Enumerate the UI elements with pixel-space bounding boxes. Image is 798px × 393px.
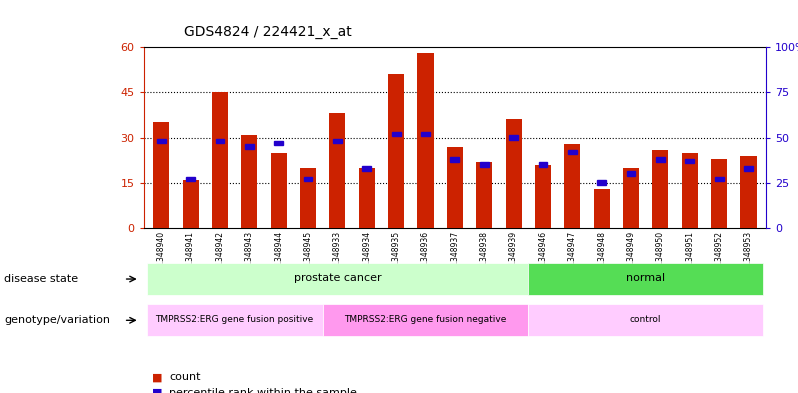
Bar — [480, 162, 488, 167]
Bar — [271, 152, 286, 228]
Bar — [304, 177, 313, 182]
Bar — [330, 114, 346, 228]
Bar — [212, 92, 228, 228]
Bar — [447, 147, 463, 228]
Bar — [421, 132, 430, 136]
Bar — [711, 159, 727, 228]
Bar — [183, 180, 199, 228]
Bar — [245, 144, 254, 149]
Bar — [744, 166, 753, 171]
Text: genotype/variation: genotype/variation — [4, 315, 110, 325]
Bar — [535, 165, 551, 228]
Text: ■: ■ — [152, 372, 162, 382]
Bar — [528, 263, 763, 295]
Bar — [147, 304, 322, 336]
Bar — [147, 263, 528, 295]
Bar — [685, 159, 694, 163]
Bar — [362, 166, 371, 171]
Text: count: count — [169, 372, 200, 382]
Bar — [597, 180, 606, 185]
Bar — [333, 139, 342, 143]
Text: TMPRSS2:ERG gene fusion negative: TMPRSS2:ERG gene fusion negative — [344, 315, 507, 324]
Bar — [528, 304, 763, 336]
Bar — [623, 168, 639, 228]
Text: control: control — [630, 315, 662, 324]
Bar — [157, 139, 166, 143]
Text: disease state: disease state — [4, 274, 78, 284]
Bar — [626, 171, 635, 176]
Text: GDS4824 / 224421_x_at: GDS4824 / 224421_x_at — [184, 25, 351, 39]
Bar — [186, 177, 195, 182]
Text: ■: ■ — [152, 388, 162, 393]
Bar — [300, 168, 316, 228]
Bar — [594, 189, 610, 228]
Bar — [741, 156, 757, 228]
Bar — [509, 135, 518, 140]
Text: percentile rank within the sample: percentile rank within the sample — [169, 388, 357, 393]
Bar — [215, 139, 224, 143]
Bar — [450, 157, 460, 162]
Bar — [388, 74, 405, 228]
Text: prostate cancer: prostate cancer — [294, 273, 381, 283]
Bar — [241, 134, 258, 228]
Bar — [153, 123, 169, 228]
Bar — [359, 168, 375, 228]
Bar — [539, 162, 547, 167]
Text: normal: normal — [626, 273, 666, 283]
Bar — [715, 177, 724, 182]
Bar — [564, 143, 580, 228]
Bar — [322, 304, 528, 336]
Bar — [652, 150, 669, 228]
Bar — [392, 132, 401, 136]
Bar — [417, 53, 433, 228]
Bar — [476, 162, 492, 228]
Bar — [568, 150, 577, 154]
Bar — [505, 119, 522, 228]
Text: TMPRSS2:ERG gene fusion positive: TMPRSS2:ERG gene fusion positive — [156, 315, 314, 324]
Bar — [681, 152, 697, 228]
Bar — [275, 141, 283, 145]
Bar — [656, 157, 665, 162]
